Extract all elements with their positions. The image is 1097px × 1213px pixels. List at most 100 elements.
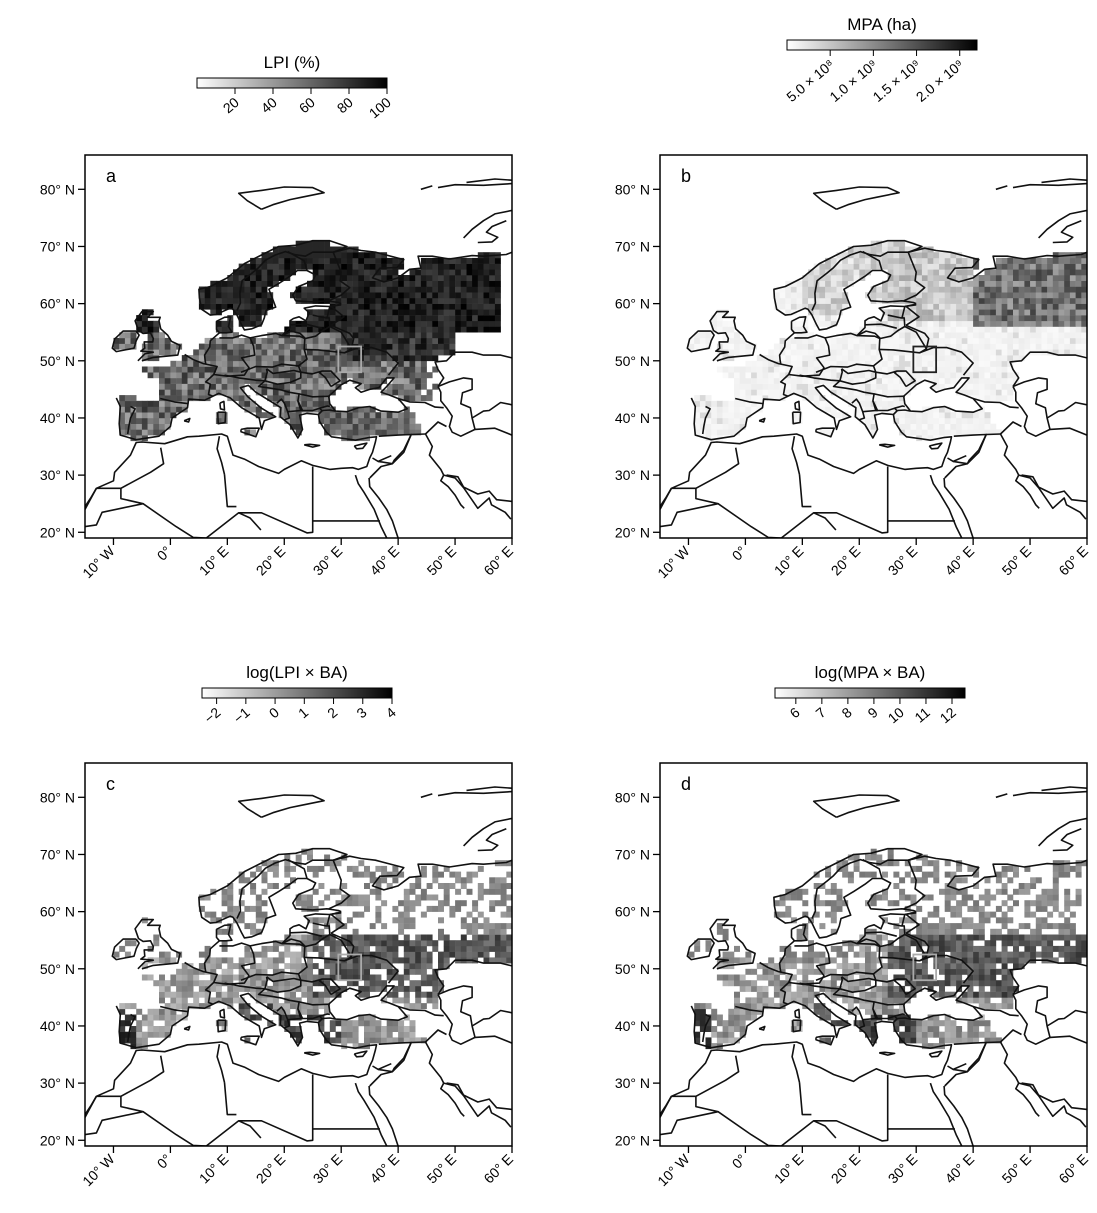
raster-cell xyxy=(967,968,974,975)
raster-cell xyxy=(1035,917,1042,924)
raster-cell xyxy=(853,257,860,264)
raster-cell xyxy=(751,968,758,975)
raster-cell xyxy=(1081,332,1087,339)
raster-cell xyxy=(899,917,906,924)
raster-cell xyxy=(244,1037,251,1044)
raster-cell xyxy=(358,320,365,327)
raster-cell xyxy=(933,1026,940,1032)
border-line xyxy=(368,1085,400,1146)
colorbar-tick-label: −2 xyxy=(201,704,224,727)
raster-cell xyxy=(267,974,274,981)
raster-cell xyxy=(141,315,148,322)
raster-cell xyxy=(916,1020,923,1027)
raster-cell xyxy=(819,968,826,975)
raster-cell xyxy=(346,263,353,270)
raster-cell xyxy=(346,435,353,442)
raster-cell xyxy=(716,315,723,322)
raster-cell xyxy=(1052,332,1059,339)
raster-cell xyxy=(466,940,473,947)
raster-cell xyxy=(358,429,365,436)
raster-cell xyxy=(847,389,854,396)
raster-cell xyxy=(984,997,991,1004)
raster-cell xyxy=(842,360,849,367)
raster-cell xyxy=(956,423,963,430)
raster-cell xyxy=(204,945,211,952)
raster-cell xyxy=(1001,366,1008,373)
raster-cell xyxy=(910,332,917,339)
raster-cell xyxy=(159,349,165,356)
raster-cell xyxy=(398,923,405,930)
raster-cell xyxy=(995,292,1002,299)
raster-cell xyxy=(341,963,348,970)
raster-cell xyxy=(386,429,393,436)
raster-cell xyxy=(176,395,183,402)
raster-cell xyxy=(420,309,427,316)
raster-cell xyxy=(329,332,336,339)
raster-cell xyxy=(164,372,171,379)
raster-cell xyxy=(250,303,257,310)
raster-cell xyxy=(472,269,479,276)
raster-cell xyxy=(272,997,279,1004)
raster-cell xyxy=(403,418,410,424)
raster-cell xyxy=(882,360,888,367)
raster-cell xyxy=(403,934,410,941)
raster-cell xyxy=(267,991,274,998)
raster-cell xyxy=(1001,911,1008,918)
raster-cell xyxy=(483,269,490,276)
border-line xyxy=(735,397,764,405)
raster-cell xyxy=(882,343,888,350)
raster-cell xyxy=(870,968,877,975)
lat-tick-label: 60° N xyxy=(40,904,75,920)
raster-cell xyxy=(278,957,285,964)
raster-cell xyxy=(1081,303,1087,310)
raster-cell xyxy=(409,372,416,379)
raster-cell xyxy=(420,383,427,390)
raster-cell xyxy=(853,412,860,419)
raster-cell xyxy=(995,360,1002,367)
border-line xyxy=(289,323,322,329)
raster-cell xyxy=(865,1008,871,1015)
raster-cell xyxy=(181,372,188,379)
raster-cell xyxy=(443,951,450,958)
raster-cell xyxy=(796,337,803,344)
raster-cell xyxy=(967,1020,974,1027)
raster-cell xyxy=(159,991,165,998)
raster-cell xyxy=(887,985,894,992)
raster-cell xyxy=(312,997,319,1004)
raster-cell xyxy=(1001,968,1008,975)
border-line xyxy=(908,247,1087,283)
raster-cell xyxy=(352,968,359,975)
raster-cell xyxy=(984,1026,991,1032)
raster-cell xyxy=(386,326,393,333)
raster-cell xyxy=(705,337,712,344)
raster-cell xyxy=(358,940,365,947)
raster-cell xyxy=(466,309,473,316)
raster-cell xyxy=(745,412,752,419)
raster-cell xyxy=(1069,923,1076,930)
colorbar-tick-label: 4 xyxy=(383,704,399,721)
raster-cell xyxy=(472,940,479,947)
raster-cell xyxy=(181,366,188,373)
raster-cell xyxy=(364,865,370,872)
raster-cell xyxy=(722,1026,729,1032)
raster-cell xyxy=(278,383,285,390)
raster-cell xyxy=(1007,395,1014,402)
raster-cell xyxy=(472,900,479,907)
raster-cell xyxy=(215,957,222,964)
raster-cell xyxy=(1075,286,1082,293)
raster-cell xyxy=(403,349,410,356)
raster-cell xyxy=(756,366,763,373)
raster-cell xyxy=(364,257,370,264)
raster-cell xyxy=(318,240,325,247)
border-line xyxy=(1021,474,1087,503)
raster-cell xyxy=(842,412,849,419)
raster-cell xyxy=(847,1003,854,1010)
raster-cell xyxy=(830,412,837,419)
raster-cell xyxy=(916,940,923,947)
lon-tick-label: 50° E xyxy=(424,1151,460,1187)
raster-cell xyxy=(301,377,308,384)
raster-cell xyxy=(341,309,348,316)
raster-cell xyxy=(967,951,974,958)
raster-cell xyxy=(876,246,883,253)
raster-cell xyxy=(790,326,797,333)
